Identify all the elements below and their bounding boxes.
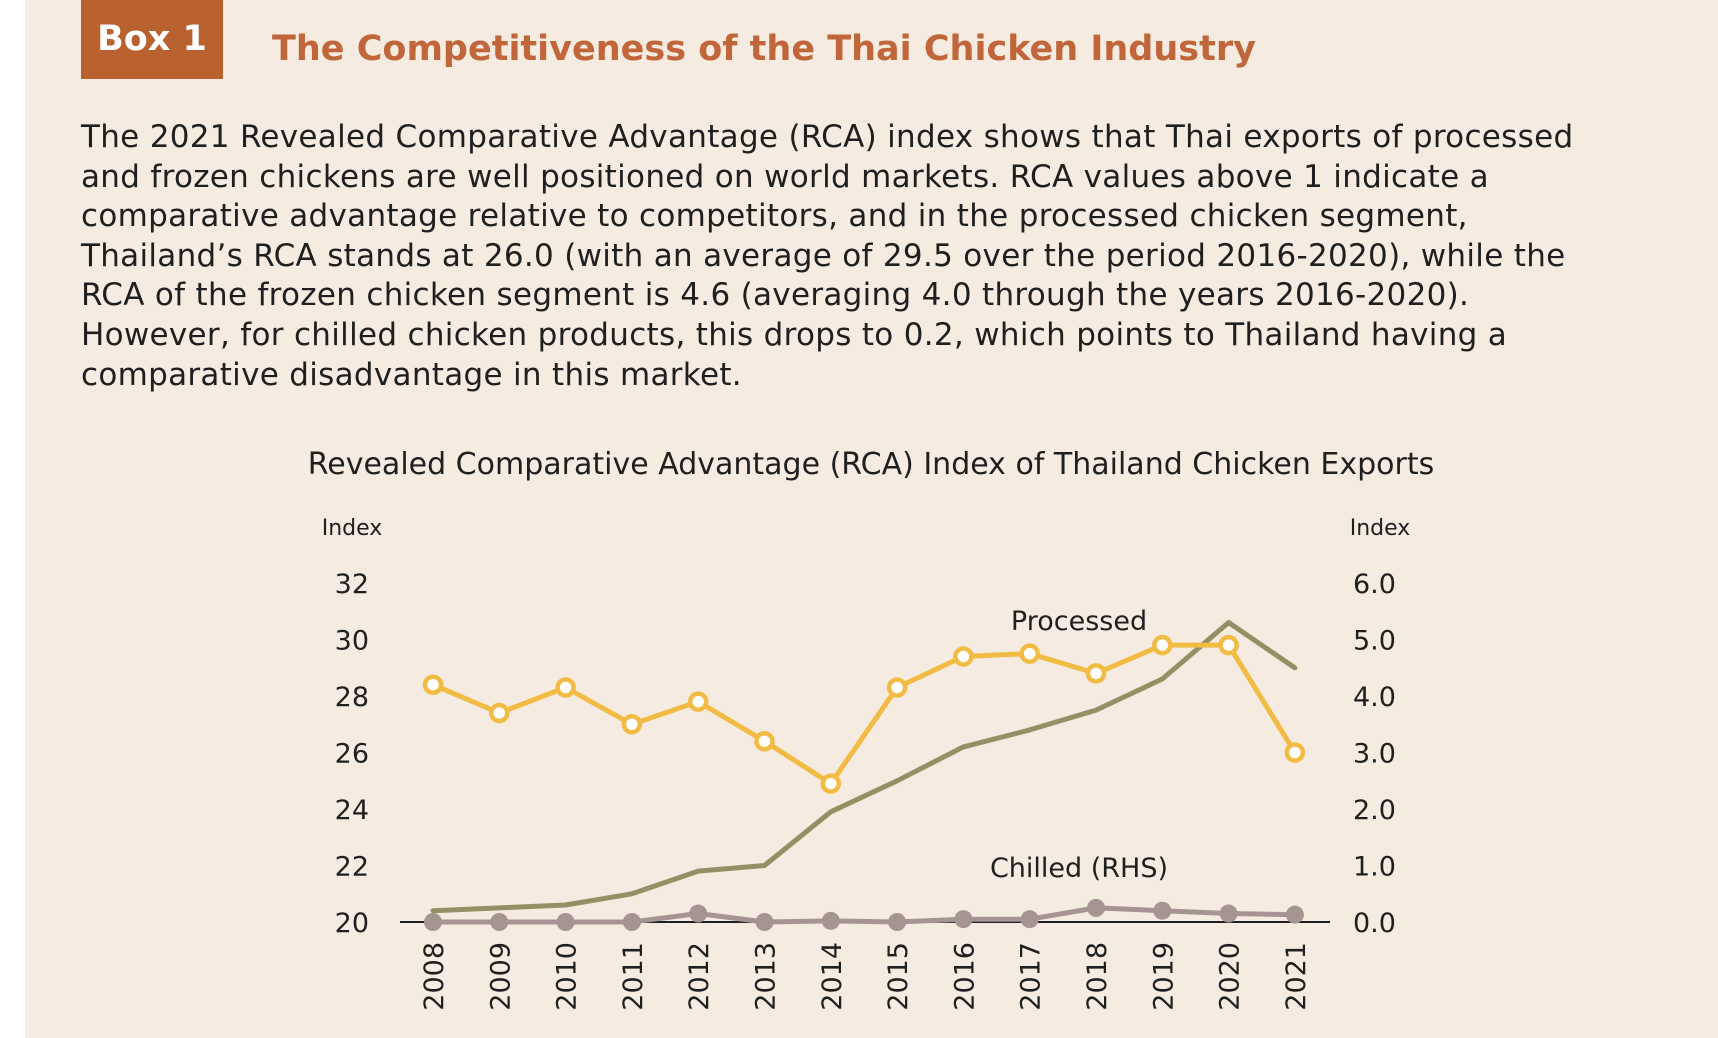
body-line: The 2021 Revealed Comparative Advantage …	[81, 119, 1574, 155]
data-point-processed	[555, 677, 576, 698]
left-tick-label: 30	[335, 626, 369, 657]
left-axis-label: Index	[322, 516, 383, 541]
x-tick-label: 2009	[485, 942, 516, 1011]
data-point-chilled	[490, 913, 509, 931]
body-line: comparative advantage relative to compet…	[81, 198, 1468, 235]
right-tick-label: 2.0	[1353, 795, 1396, 826]
right-tick-label: 3.0	[1353, 739, 1396, 770]
data-point-processed	[1085, 663, 1107, 684]
x-tick-label: 2014	[817, 942, 848, 1011]
left-tick-label: 28	[335, 682, 369, 713]
data-point-processed	[489, 702, 510, 724]
right-tick-label: 0.0	[1353, 908, 1396, 939]
x-tick-label: 2016	[949, 942, 980, 1011]
data-point-chilled	[556, 913, 575, 931]
right-tick-label: 4.0	[1353, 682, 1396, 713]
right-tick-label: 5.0	[1353, 626, 1396, 657]
data-point-chilled	[755, 913, 774, 931]
series-label-processed: Processed	[1011, 606, 1147, 637]
data-point-processed	[1284, 742, 1306, 763]
left-tick-label: 22	[335, 852, 369, 883]
data-point-processed	[1218, 634, 1239, 656]
body-line: Thailand’s RCA stands at 26.0 (with an a…	[81, 237, 1566, 274]
right-tick-label: 1.0	[1353, 852, 1396, 883]
data-point-chilled	[1020, 910, 1039, 929]
data-point-chilled	[424, 913, 442, 931]
x-tick-label: 2013	[751, 942, 782, 1011]
x-axis-ticks: 2008 2009 2010 2011 2012 2013 2014 2015 2016 2017…	[419, 942, 1312, 1011]
data-point-processed	[621, 714, 643, 735]
x-tick-label: 2018	[1082, 942, 1113, 1011]
box-panel	[25, 0, 1718, 1038]
data-point-processed	[1019, 643, 1040, 664]
data-point-chilled	[888, 913, 907, 931]
left-tick-label: 32	[335, 569, 369, 600]
x-tick-label: 2015	[883, 942, 914, 1011]
data-point-chilled	[622, 913, 641, 931]
data-point-chilled	[1285, 905, 1304, 924]
left-tick-label: 20	[335, 908, 369, 939]
body-line: However, for chilled chicken products, t…	[81, 316, 1508, 353]
data-point-chilled	[821, 911, 840, 930]
x-tick-label: 2017	[1016, 942, 1047, 1011]
data-point-processed	[687, 691, 709, 712]
data-point-processed	[953, 646, 974, 667]
x-tick-label: 2010	[552, 942, 583, 1011]
box-label: Box 1	[81, 0, 223, 79]
data-point-chilled	[954, 910, 973, 929]
data-point-chilled	[1153, 901, 1172, 920]
x-tick-label: 2020	[1215, 942, 1246, 1011]
data-point-processed	[886, 677, 908, 698]
body-line: comparative disadvantage in this market.	[81, 356, 742, 393]
right-axis-ticks: 6.0 5.0 4.0 3.0 2.0 1.0 0.0	[1353, 569, 1396, 939]
data-point-chilled	[1219, 904, 1238, 923]
series-layer	[422, 620, 1306, 931]
series-line-chilled	[430, 905, 1298, 925]
right-tick-label: 6.0	[1353, 569, 1396, 600]
data-point-chilled	[1087, 898, 1105, 917]
body-text: The 2021 Revealed Comparative Advantage …	[81, 118, 1671, 395]
box-title: The Competitiveness of the Thai Chicken …	[272, 29, 1256, 69]
right-axis-label: Index	[1350, 516, 1411, 541]
body-line: RCA of the frozen chicken segment is 4.6…	[81, 277, 1470, 314]
series-line-frozen	[430, 620, 1298, 914]
data-point-processed	[820, 773, 842, 794]
series-line-processed	[430, 642, 1298, 787]
data-point-processed	[422, 674, 444, 695]
data-point-chilled	[689, 904, 708, 923]
x-tick-label: 2008	[419, 942, 450, 1011]
x-tick-label: 2012	[684, 942, 715, 1011]
x-tick-label: 2021	[1281, 942, 1312, 1011]
data-point-processed	[1152, 634, 1173, 656]
x-tick-label: 2011	[618, 942, 649, 1011]
left-tick-label: 24	[335, 795, 369, 826]
data-point-processed	[754, 730, 775, 752]
body-line: and frozen chickens are well positioned …	[81, 158, 1489, 195]
left-axis-ticks: 32 30 28 26 24 22 20	[335, 569, 369, 939]
left-tick-label: 26	[335, 739, 369, 770]
x-tick-label: 2019	[1148, 942, 1179, 1011]
chart-title: Revealed Comparative Advantage (RCA) Ind…	[308, 447, 1434, 482]
series-label-chilled: Chilled (RHS)	[990, 853, 1168, 884]
